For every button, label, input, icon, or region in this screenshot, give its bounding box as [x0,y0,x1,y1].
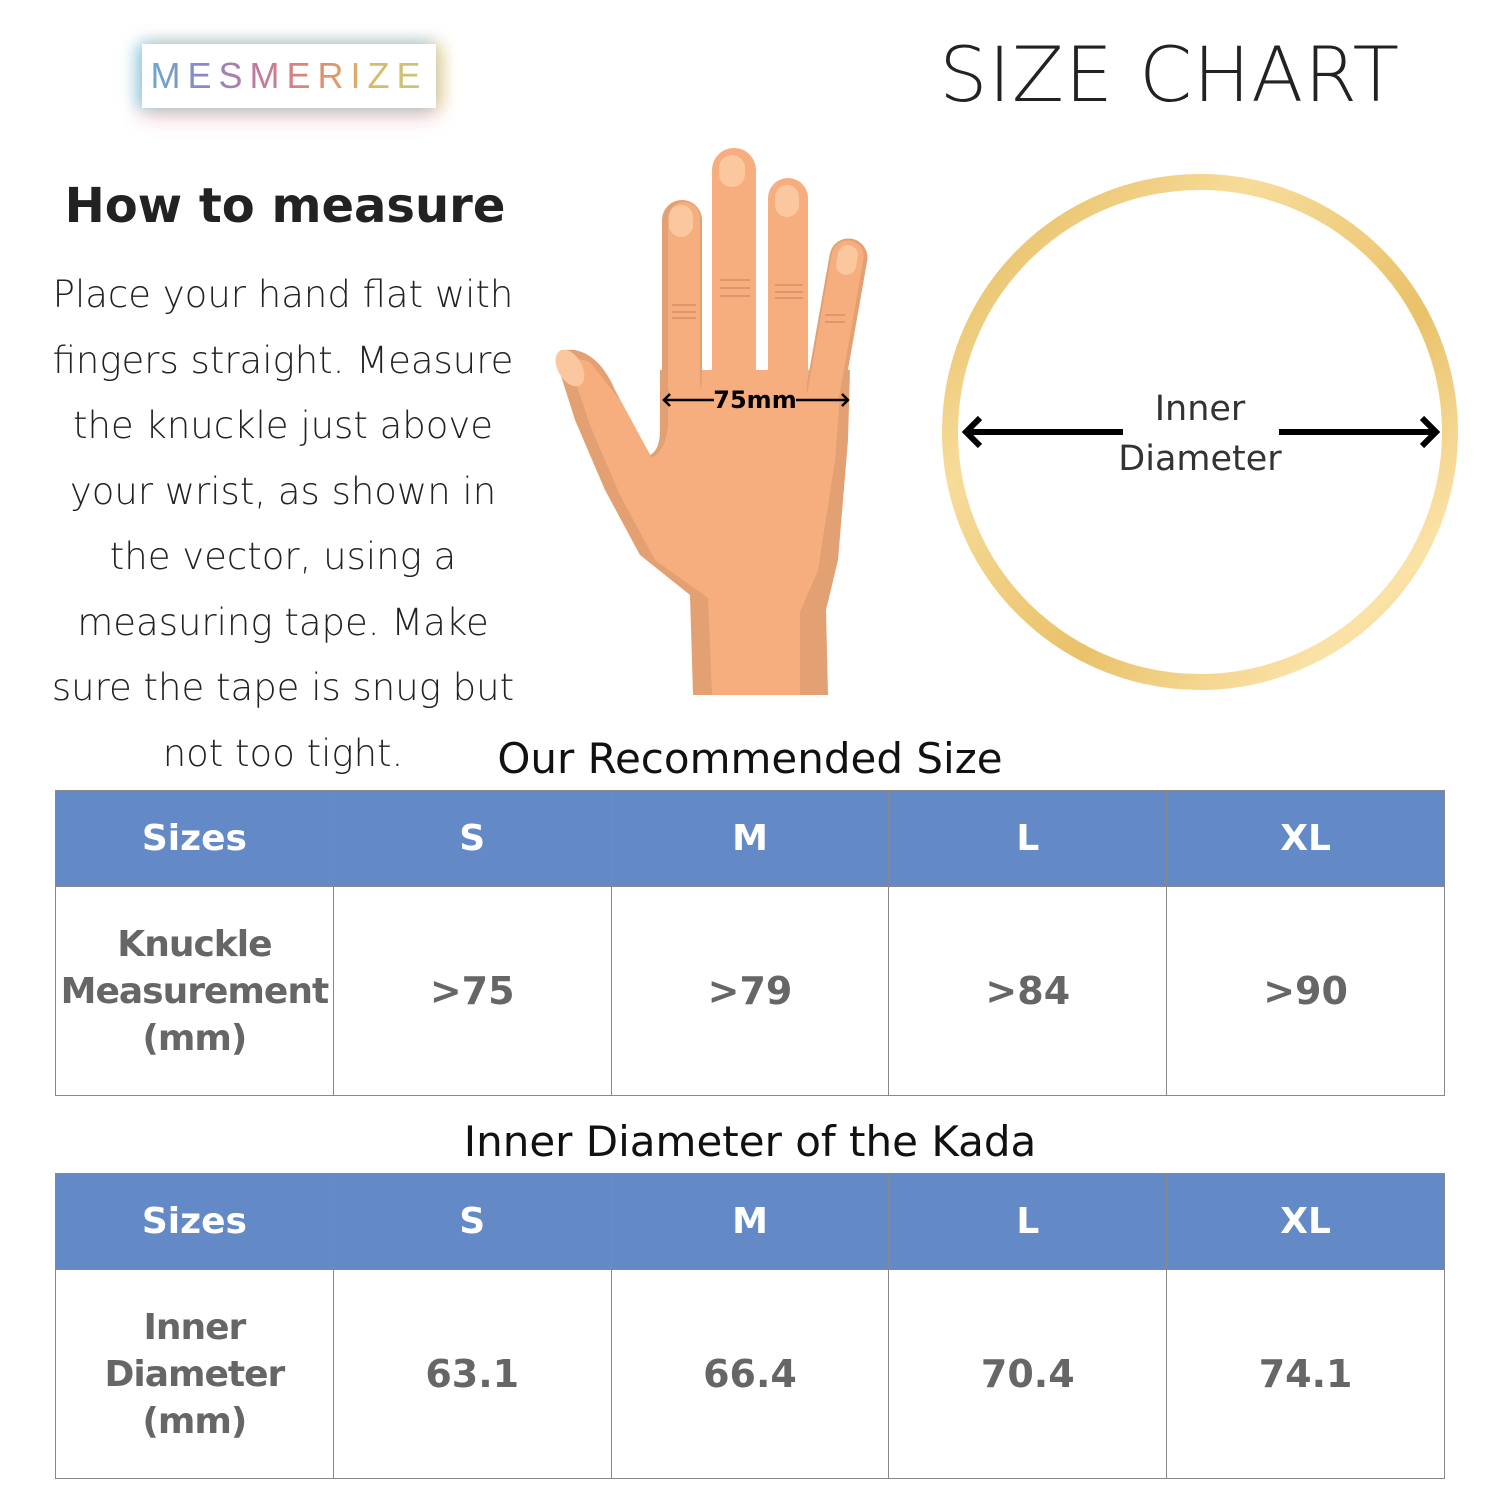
page-title: SIZE CHART [939,30,1400,119]
knuckle-table-title: Our Recommended Size [497,734,1003,783]
header-cell: Sizes [55,790,334,887]
header-cell: XL [1166,790,1445,887]
value-cell: 70.4 [888,1269,1168,1479]
diameter-table-title: Inner Diameter of the Kada [463,1117,1037,1166]
ring-icon [942,174,1458,690]
diameter-size-table: Sizes S M L XL Inner Diameter (mm) 63.1 66… [55,1173,1445,1479]
row-label: Knuckle Measurement (mm) [55,886,334,1096]
table-header-row: Sizes S M L XL [55,790,1445,887]
header-cell: L [888,790,1168,887]
hand-illustration: 75mm [555,148,1458,695]
value-cell: 63.1 [332,1269,612,1479]
value-cell: 66.4 [610,1269,890,1479]
header-cell: XL [1166,1173,1445,1270]
header-cell: S [332,1173,612,1270]
brand-logo: MESMERIZE [142,44,436,108]
diameter-arrow [961,415,1441,449]
measurement-arrow [662,393,850,407]
hand-icon [555,148,868,695]
header-cell: Sizes [55,1173,334,1270]
knuckle-size-table: Sizes S M L XL Knuckle Measurement (mm) >7… [55,790,1445,1096]
value-cell: >84 [888,886,1168,1096]
value-cell: >75 [332,886,612,1096]
table-row: Knuckle Measurement (mm) >75 >79 >84 >90 [55,886,1445,1096]
row-label: Inner Diameter (mm) [55,1269,334,1479]
header-cell: M [610,1173,890,1270]
table-row: Inner Diameter (mm) 63.1 66.4 70.4 74.1 [55,1269,1445,1479]
table-header-row: Sizes S M L XL [55,1173,1445,1270]
measurement-label: 75mm [713,386,796,414]
value-cell: >79 [610,886,890,1096]
value-cell: 74.1 [1166,1269,1445,1479]
ring-label: Inner Diameter [1118,389,1282,479]
header-cell: S [332,790,612,887]
header-cell: M [610,790,890,887]
instructions-text: Place your hand flat with fingers straig… [51,273,515,775]
header-cell: L [888,1173,1168,1270]
value-cell: >90 [1166,886,1445,1096]
instructions-heading: How to measure [64,178,506,234]
